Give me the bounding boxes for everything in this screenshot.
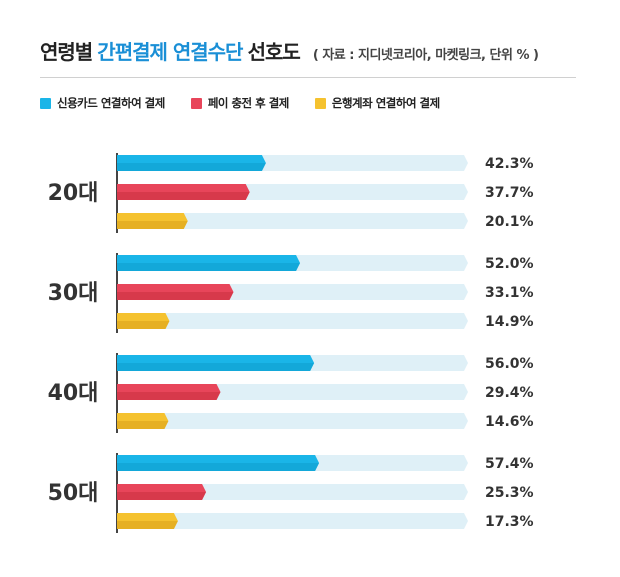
bar-track <box>117 484 468 500</box>
bar-shade-0 <box>117 463 320 471</box>
chart-title: 연령별 간편결제 연결수단 선호도 ( 자료 : 지디넷코리아, 마켓링크, 단… <box>40 36 539 65</box>
bar-shade-1 <box>117 392 221 400</box>
value-label: 33.1% <box>485 285 534 301</box>
category-label: 20대 <box>48 181 99 206</box>
value-label: 56.0% <box>485 356 534 372</box>
bar-group-1: 30대 52.0% 33.1% 14.9% <box>48 253 534 333</box>
legend-swatch-bank <box>314 97 326 109</box>
legend-label-bank: 은행계좌 연결하여 결제 <box>331 96 440 110</box>
legend-item-card: 신용카드 연결하여 결제 <box>40 95 165 111</box>
value-label: 29.4% <box>485 385 534 401</box>
value-label: 57.4% <box>485 456 534 472</box>
bar-shade-2 <box>117 521 178 529</box>
source-note: ( 자료 : 지디넷코리아, 마켓링크, 단위 % ) <box>312 48 539 63</box>
value-label: 52.0% <box>485 256 534 272</box>
bar-shade-1 <box>117 192 250 200</box>
bar-shade-2 <box>117 321 170 329</box>
bar-shade-2 <box>117 221 188 229</box>
value-label: 25.3% <box>485 485 534 501</box>
bar-track <box>117 413 468 429</box>
legend-label-card: 신용카드 연결하여 결제 <box>57 96 165 110</box>
bar-group-3: 50대 57.4% 25.3% 17.3% <box>48 453 534 533</box>
bar-group-2: 40대 56.0% 29.4% 14.6% <box>48 353 534 433</box>
category-label: 50대 <box>48 481 99 506</box>
title-part-2: 간편결제 연결수단 <box>97 40 243 64</box>
legend-swatch-card <box>40 97 51 109</box>
bar-group-0: 20대 42.3% 37.7% 20.1% <box>48 153 534 233</box>
value-label: 37.7% <box>485 185 534 201</box>
legend: 신용카드 연결하여 결제 페이 충전 후 결제 은행계좌 연결하여 결제 <box>40 95 440 111</box>
legend-swatch-pay <box>190 97 202 109</box>
value-label: 14.6% <box>485 414 534 430</box>
legend-item-pay: 페이 충전 후 결제 <box>190 95 290 111</box>
legend-label-pay: 페이 충전 후 결제 <box>207 96 290 110</box>
bar-shade-1 <box>117 492 207 500</box>
title-part-3: 선호도 <box>247 40 301 64</box>
category-label: 40대 <box>48 381 99 406</box>
value-label: 20.1% <box>485 214 534 230</box>
bar-shade-0 <box>117 163 266 171</box>
title-divider <box>40 77 576 78</box>
bar-track <box>117 313 468 329</box>
bar-shade-1 <box>117 292 234 300</box>
bar-shade-0 <box>117 263 301 271</box>
value-label: 17.3% <box>485 514 534 530</box>
bar-track <box>117 513 468 529</box>
legend-item-bank: 은행계좌 연결하여 결제 <box>314 95 440 111</box>
value-label: 14.9% <box>485 314 534 330</box>
bar-shade-0 <box>117 363 315 371</box>
bar-track <box>117 213 468 229</box>
bar-shade-2 <box>117 421 169 429</box>
title-part-1: 연령별 <box>40 40 93 64</box>
value-label: 42.3% <box>485 156 534 172</box>
category-label: 30대 <box>48 281 99 306</box>
